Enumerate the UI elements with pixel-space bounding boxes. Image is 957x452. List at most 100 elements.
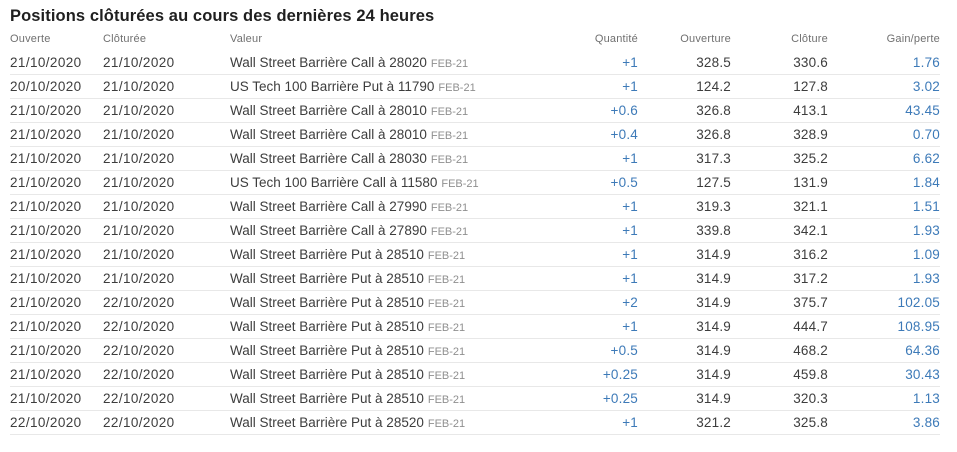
close-date-cell: 22/10/2020 xyxy=(103,415,175,430)
instrument-name: Wall Street Barrière Call à 28010 xyxy=(230,102,427,118)
close-date-cell: 21/10/2020 xyxy=(103,55,175,70)
open-date-cell: 21/10/2020 xyxy=(10,247,82,262)
page-title: Positions clôturées au cours des dernièr… xyxy=(10,7,435,25)
close-price-cell: 131.9 xyxy=(793,175,828,190)
instrument-name: Wall Street Barrière Call à 27990 xyxy=(230,198,427,214)
close-date-cell: 22/10/2020 xyxy=(103,343,175,358)
open-price-cell: 314.9 xyxy=(696,271,731,286)
instrument-name: Wall Street Barrière Call à 28020 xyxy=(230,54,427,70)
quantity-cell: +1 xyxy=(622,151,638,166)
open-price-cell: 124.2 xyxy=(696,79,731,94)
open-date-cell: 21/10/2020 xyxy=(10,295,82,310)
table-row: 21/10/2020 22/10/2020 Wall Street Barriè… xyxy=(10,291,940,315)
close-date-cell: 21/10/2020 xyxy=(103,151,175,166)
instrument-name: US Tech 100 Barrière Call à 11580 xyxy=(230,174,438,190)
table-row: 22/10/2020 22/10/2020 Wall Street Barriè… xyxy=(10,411,940,435)
open-date-cell: 21/10/2020 xyxy=(10,271,82,286)
open-price-cell: 314.9 xyxy=(696,319,731,334)
open-date-cell: 21/10/2020 xyxy=(10,199,82,214)
open-date-cell: 21/10/2020 xyxy=(10,127,82,142)
instrument-period: FEB-21 xyxy=(427,297,466,310)
instrument-cell: US Tech 100 Barrière Call à 11580 FEB-21 xyxy=(230,174,530,192)
quantity-cell: +1 xyxy=(622,271,638,286)
quantity-cell: +0.25 xyxy=(602,391,638,406)
quantity-cell: +0.25 xyxy=(602,367,638,382)
gain-loss-cell: 43.45 xyxy=(905,103,940,118)
instrument-period: FEB-21 xyxy=(427,321,466,334)
instrument-period: FEB-21 xyxy=(438,81,476,94)
column-header-gain_perte: Gain/perte xyxy=(886,33,940,45)
gain-loss-cell: 6.62 xyxy=(912,151,940,166)
close-price-cell: 127.8 xyxy=(793,79,828,94)
close-price-cell: 328.9 xyxy=(793,127,828,142)
open-date-cell: 22/10/2020 xyxy=(10,415,82,430)
table-row: 21/10/2020 21/10/2020 Wall Street Barriè… xyxy=(10,195,940,219)
close-price-cell: 325.2 xyxy=(793,151,828,166)
instrument-period: FEB-21 xyxy=(427,273,466,286)
instrument-name: Wall Street Barrière Put à 28510 xyxy=(230,318,424,334)
instrument-name: Wall Street Barrière Call à 27890 xyxy=(230,222,427,238)
open-price-cell: 339.8 xyxy=(696,223,731,238)
quantity-cell: +1 xyxy=(622,55,638,70)
open-price-cell: 314.9 xyxy=(696,391,731,406)
close-date-cell: 21/10/2020 xyxy=(103,223,175,238)
instrument-name: Wall Street Barrière Call à 28030 xyxy=(230,150,427,166)
instrument-cell: Wall Street Barrière Call à 28010 FEB-21 xyxy=(230,126,530,144)
open-price-cell: 314.9 xyxy=(696,295,731,310)
close-price-cell: 375.7 xyxy=(793,295,828,310)
close-date-cell: 22/10/2020 xyxy=(103,391,175,406)
open-price-cell: 319.3 xyxy=(696,199,731,214)
instrument-name: Wall Street Barrière Put à 28510 xyxy=(230,366,424,382)
table-row: 21/10/2020 21/10/2020 Wall Street Barriè… xyxy=(10,243,940,267)
close-date-cell: 22/10/2020 xyxy=(103,319,175,334)
table-row: 21/10/2020 22/10/2020 Wall Street Barriè… xyxy=(10,387,940,411)
close-price-cell: 342.1 xyxy=(793,223,828,238)
instrument-name: US Tech 100 Barrière Put à 11790 xyxy=(230,78,435,94)
quantity-cell: +1 xyxy=(622,223,638,238)
instrument-name: Wall Street Barrière Put à 28520 xyxy=(230,414,424,430)
open-price-cell: 314.9 xyxy=(696,367,731,382)
quantity-cell: +1 xyxy=(622,247,638,262)
instrument-cell: Wall Street Barrière Put à 28510 FEB-21 xyxy=(230,270,530,288)
close-price-cell: 316.2 xyxy=(793,247,828,262)
quantity-cell: +2 xyxy=(622,295,638,310)
close-price-cell: 320.3 xyxy=(793,391,828,406)
gain-loss-cell: 3.02 xyxy=(912,79,940,94)
instrument-period: FEB-21 xyxy=(427,345,466,358)
instrument-period: FEB-21 xyxy=(430,225,469,238)
instrument-period: FEB-21 xyxy=(430,57,469,70)
instrument-name: Wall Street Barrière Put à 28510 xyxy=(230,294,424,310)
column-header-quantite: Quantité xyxy=(594,33,638,45)
gain-loss-cell: 3.86 xyxy=(912,415,940,430)
close-date-cell: 22/10/2020 xyxy=(103,295,175,310)
instrument-cell: Wall Street Barrière Put à 28510 FEB-21 xyxy=(230,294,530,312)
close-price-cell: 444.7 xyxy=(793,319,828,334)
instrument-cell: Wall Street Barrière Put à 28510 FEB-21 xyxy=(230,318,530,336)
instrument-period: FEB-21 xyxy=(441,177,479,190)
instrument-period: FEB-21 xyxy=(430,129,469,142)
close-price-cell: 468.2 xyxy=(793,343,828,358)
quantity-cell: +0.6 xyxy=(610,103,638,118)
instrument-name: Wall Street Barrière Put à 28510 xyxy=(230,390,424,406)
instrument-name: Wall Street Barrière Call à 28010 xyxy=(230,126,427,142)
gain-loss-cell: 1.13 xyxy=(912,391,940,406)
open-price-cell: 326.8 xyxy=(696,127,731,142)
gain-loss-cell: 1.84 xyxy=(912,175,940,190)
open-date-cell: 21/10/2020 xyxy=(10,175,82,190)
table-row: 21/10/2020 21/10/2020 US Tech 100 Barriè… xyxy=(10,171,940,195)
quantity-cell: +0.5 xyxy=(610,343,638,358)
instrument-period: FEB-21 xyxy=(430,105,469,118)
instrument-cell: Wall Street Barrière Put à 28510 FEB-21 xyxy=(230,342,530,360)
open-price-cell: 321.2 xyxy=(696,415,731,430)
close-date-cell: 21/10/2020 xyxy=(103,271,175,286)
table-row: 21/10/2020 22/10/2020 Wall Street Barriè… xyxy=(10,363,940,387)
open-price-cell: 317.3 xyxy=(696,151,731,166)
table-row: 21/10/2020 22/10/2020 Wall Street Barriè… xyxy=(10,315,940,339)
gain-loss-cell: 1.09 xyxy=(912,247,940,262)
instrument-cell: Wall Street Barrière Call à 27990 FEB-21 xyxy=(230,198,530,216)
open-date-cell: 21/10/2020 xyxy=(10,319,82,334)
close-date-cell: 21/10/2020 xyxy=(103,175,175,190)
gain-loss-cell: 1.51 xyxy=(912,199,940,214)
quantity-cell: +0.5 xyxy=(610,175,638,190)
instrument-period: FEB-21 xyxy=(427,369,466,382)
